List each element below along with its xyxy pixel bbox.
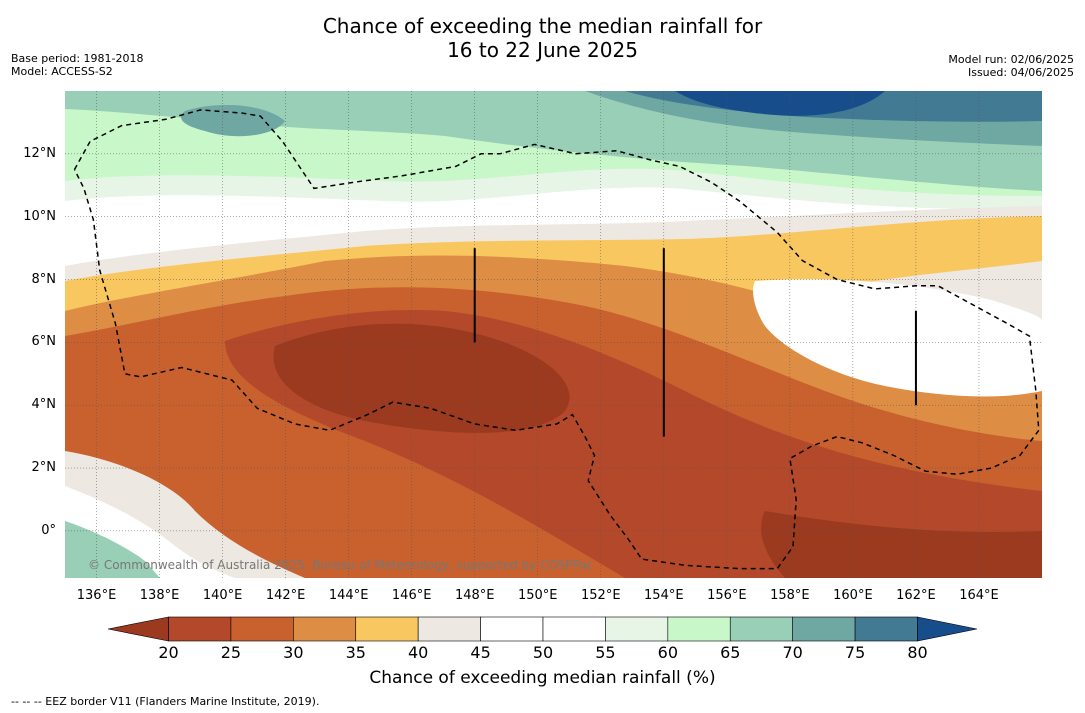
colorbar-cell	[168, 616, 232, 642]
latitude-tick-label: 10°N	[23, 208, 56, 224]
colorbar-cell	[417, 616, 481, 642]
title-line-2: 16 to 22 June 2025	[447, 38, 638, 62]
latitude-tick-label: 8°N	[31, 271, 57, 287]
longitude-tick-label: 140°E	[202, 588, 243, 603]
longitude-tick-label: 136°E	[76, 588, 117, 603]
band-below-20-south	[761, 511, 1042, 578]
colorbar-tick-label: 55	[595, 643, 616, 662]
colorbar-tick-label: 60	[657, 643, 678, 662]
run-info: Model run: 02/06/2025 Issued: 04/06/2025	[948, 53, 1074, 79]
colorbar-cell	[729, 616, 793, 642]
latitude-tick-label: 6°N	[31, 334, 57, 350]
eez-border-line	[73, 109, 1040, 570]
colorbar-cell	[667, 616, 731, 642]
longitude-tick-label: 156°E	[707, 588, 747, 603]
band-65-70-southwest	[65, 521, 160, 578]
probability-bands	[65, 91, 1042, 578]
band-80-north	[675, 91, 885, 116]
colorbar-cell	[355, 616, 419, 642]
band-45-55-east	[753, 279, 1042, 397]
colorbar-tick-label: 70	[782, 643, 803, 662]
colorbar-tick-label: 65	[720, 643, 741, 662]
longitude-tick-label: 152°E	[581, 588, 621, 603]
latitude-tick-label: 0°	[41, 522, 56, 538]
colorbar-cell	[230, 616, 294, 642]
colorbar-tick-label: 75	[844, 643, 866, 662]
colorbar-cell	[605, 616, 669, 642]
copyright-text: © Commonwealth of Australia 2025, Bureau…	[88, 558, 594, 572]
model-name-text: Model: ACCESS-S2	[11, 65, 113, 78]
colorbar-tick-label: 45	[470, 643, 491, 662]
longitude-tick-label: 148°E	[454, 588, 495, 603]
colorbar-cell	[480, 616, 544, 642]
eez-footnote: -- -- -- EEZ border V11 (Flanders Marine…	[11, 695, 320, 708]
longitude-tick-label: 144°E	[328, 588, 369, 603]
colorbar-tick-label: 25	[220, 643, 242, 662]
colorbar-cell	[792, 616, 856, 642]
longitude-tick-label: 162°E	[896, 588, 936, 603]
colorbar-high-extension	[917, 616, 978, 642]
latitude-tick-label: 4°N	[31, 397, 57, 413]
longitude-tick-label: 154°E	[644, 588, 684, 603]
colorbar-tick-label: 20	[158, 643, 179, 662]
latitude-tick-label: 12°N	[23, 145, 56, 161]
colorbar-tick-label: 35	[345, 643, 366, 662]
longitude-tick-label: 142°E	[265, 588, 306, 603]
colorbar-title: Chance of exceeding median rainfall (%)	[369, 668, 716, 688]
map-title: Chance of exceeding the median rainfall …	[0, 14, 1085, 62]
colorbar-tick-label: 40	[407, 643, 429, 662]
map-canvas	[65, 91, 1042, 578]
band-70-75-patch	[181, 105, 285, 137]
title-line-1: Chance of exceeding the median rainfall …	[322, 14, 763, 38]
colorbar-tick-label: 30	[283, 643, 304, 662]
rainfall-map: © Commonwealth of Australia 2025, Bureau…	[65, 91, 1042, 578]
colorbar-low-extension	[107, 616, 169, 642]
model-info: Base period: 1981-2018 Model: ACCESS-S2	[11, 52, 143, 78]
colorbar-tick-label: 50	[532, 643, 554, 662]
latitude-tick-label: 2°N	[31, 460, 57, 476]
longitude-tick-label: 164°E	[959, 588, 999, 603]
colorbar-tick-label: 80	[907, 643, 928, 662]
colorbar-cell	[542, 616, 606, 642]
issued-text: Issued: 04/06/2025	[967, 66, 1074, 79]
longitude-tick-label: 150°E	[517, 588, 558, 603]
longitude-tick-label: 158°E	[770, 588, 810, 603]
model-run-text: Model run: 02/06/2025	[948, 53, 1074, 66]
longitude-tick-label: 146°E	[391, 588, 432, 603]
base-period-text: Base period: 1981-2018	[11, 52, 144, 65]
colorbar-cell	[293, 616, 357, 642]
colorbar-cells	[107, 616, 978, 642]
colorbar-cell	[854, 616, 918, 642]
longitude-tick-label: 138°E	[139, 588, 180, 603]
band-below-20-core	[273, 323, 570, 433]
longitude-tick-label: 160°E	[833, 588, 873, 603]
marker-lines	[473, 248, 917, 437]
